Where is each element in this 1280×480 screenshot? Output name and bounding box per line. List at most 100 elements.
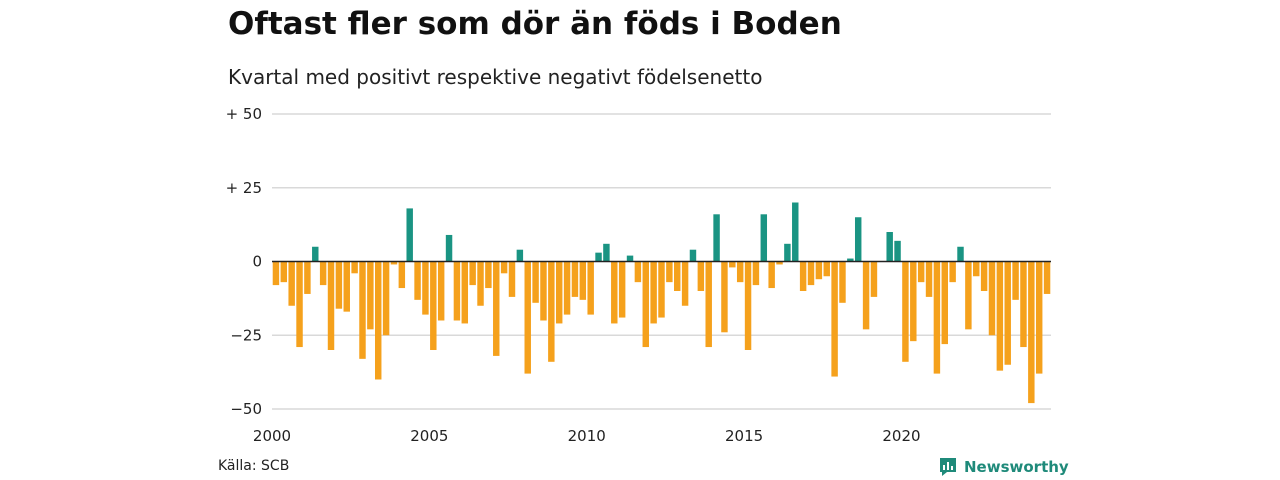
bar bbox=[1020, 261, 1027, 348]
bar bbox=[375, 261, 382, 380]
bar bbox=[957, 246, 964, 262]
bar bbox=[390, 261, 398, 265]
bar bbox=[359, 261, 366, 359]
bar bbox=[398, 261, 406, 289]
bar bbox=[729, 261, 736, 268]
bar bbox=[910, 261, 917, 342]
bar bbox=[1043, 261, 1051, 294]
bar bbox=[343, 261, 350, 312]
bar bbox=[854, 217, 862, 262]
bar bbox=[1004, 261, 1011, 365]
bar bbox=[351, 261, 358, 274]
bar bbox=[477, 261, 484, 306]
bar bbox=[925, 261, 933, 297]
chart-title: Oftast fler som dör än föds i Boden bbox=[228, 6, 842, 42]
bar bbox=[626, 255, 634, 262]
bar bbox=[965, 261, 972, 330]
bar bbox=[500, 261, 508, 274]
bar bbox=[634, 261, 642, 283]
bar bbox=[461, 261, 469, 324]
bar bbox=[469, 261, 476, 286]
x-tick-label: 2015 bbox=[725, 427, 763, 445]
bar bbox=[721, 261, 728, 333]
bar bbox=[272, 261, 280, 286]
bar bbox=[736, 261, 744, 283]
bar bbox=[768, 261, 775, 289]
bar bbox=[563, 261, 571, 315]
bar bbox=[304, 261, 311, 294]
bar bbox=[524, 261, 531, 374]
brand-logo[interactable]: Newsworthy bbox=[938, 456, 1069, 478]
bar bbox=[705, 261, 712, 348]
bar bbox=[406, 208, 413, 262]
bar bbox=[988, 261, 996, 336]
bar bbox=[697, 261, 705, 291]
bar bbox=[382, 261, 390, 336]
bar bbox=[548, 261, 555, 362]
bar bbox=[784, 243, 791, 262]
bar bbox=[674, 261, 681, 291]
bars bbox=[272, 202, 1051, 404]
bar bbox=[792, 202, 799, 262]
y-axis-labels: + 50 + 25 0 −25 −50 bbox=[226, 105, 262, 418]
bar bbox=[839, 261, 846, 303]
bar bbox=[603, 243, 610, 262]
x-tick-label: 2000 bbox=[253, 427, 291, 445]
bar bbox=[422, 261, 429, 315]
bar bbox=[823, 261, 830, 277]
bar bbox=[949, 261, 956, 283]
y-tick-label: + 50 bbox=[226, 105, 262, 123]
newsworthy-logo-icon bbox=[940, 458, 956, 476]
bar bbox=[713, 214, 720, 262]
bar bbox=[414, 261, 421, 300]
bar bbox=[642, 261, 649, 348]
bar bbox=[973, 261, 980, 277]
bar bbox=[493, 261, 500, 356]
bar bbox=[689, 249, 697, 262]
bar bbox=[579, 261, 587, 300]
y-tick-label: + 25 bbox=[226, 179, 262, 197]
bar bbox=[453, 261, 461, 321]
bar bbox=[917, 261, 925, 283]
bar bbox=[760, 214, 768, 262]
y-tick-label: −25 bbox=[230, 326, 262, 344]
bar bbox=[894, 240, 901, 262]
x-tick-label: 2020 bbox=[882, 427, 920, 445]
x-axis-labels: 2000 2005 2010 2015 2020 bbox=[253, 427, 921, 445]
grid-lines bbox=[272, 113, 1051, 410]
source-note: Källa: SCB bbox=[218, 458, 290, 474]
bar bbox=[870, 261, 878, 297]
bar bbox=[744, 261, 752, 350]
bar bbox=[658, 261, 665, 318]
bar bbox=[508, 261, 516, 297]
bar bbox=[516, 249, 524, 262]
bar bbox=[1012, 261, 1019, 300]
bar bbox=[485, 261, 492, 289]
bar bbox=[941, 261, 948, 345]
bar bbox=[280, 261, 288, 283]
bar bbox=[847, 258, 854, 262]
bar bbox=[288, 261, 295, 306]
bar bbox=[532, 261, 539, 303]
chart-subtitle: Kvartal med positivt respektive negativt… bbox=[228, 65, 763, 89]
bar bbox=[666, 261, 673, 283]
brand-name: Newsworthy bbox=[964, 458, 1069, 476]
bar bbox=[1035, 261, 1043, 374]
bar bbox=[886, 232, 893, 262]
bar bbox=[996, 261, 1004, 371]
y-tick-label: −50 bbox=[230, 400, 262, 418]
bar bbox=[445, 234, 453, 262]
bar bbox=[933, 261, 941, 374]
bar bbox=[807, 261, 815, 286]
bar bbox=[650, 261, 657, 324]
bar bbox=[319, 261, 327, 286]
bar bbox=[555, 261, 563, 324]
bar bbox=[862, 261, 870, 330]
y-tick-label: 0 bbox=[252, 253, 262, 271]
x-tick-label: 2005 bbox=[410, 427, 448, 445]
bar bbox=[312, 246, 319, 262]
bar bbox=[831, 261, 838, 377]
bar bbox=[815, 261, 823, 280]
bar bbox=[587, 261, 594, 315]
